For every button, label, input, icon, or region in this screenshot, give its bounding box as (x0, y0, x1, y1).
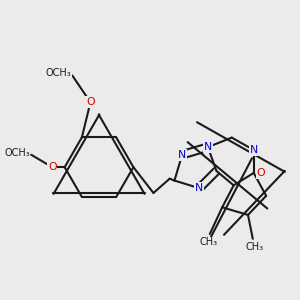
Text: O: O (256, 168, 265, 178)
Text: OCH₃: OCH₃ (45, 68, 71, 78)
Text: O: O (86, 97, 95, 107)
Text: N: N (204, 142, 212, 152)
Text: OCH₃: OCH₃ (4, 148, 30, 158)
Text: N: N (178, 150, 186, 160)
Text: CH₃: CH₃ (199, 238, 218, 248)
Text: CH₃: CH₃ (245, 242, 263, 252)
Text: N: N (250, 145, 258, 155)
Text: N: N (195, 183, 203, 193)
Text: O: O (48, 162, 57, 172)
